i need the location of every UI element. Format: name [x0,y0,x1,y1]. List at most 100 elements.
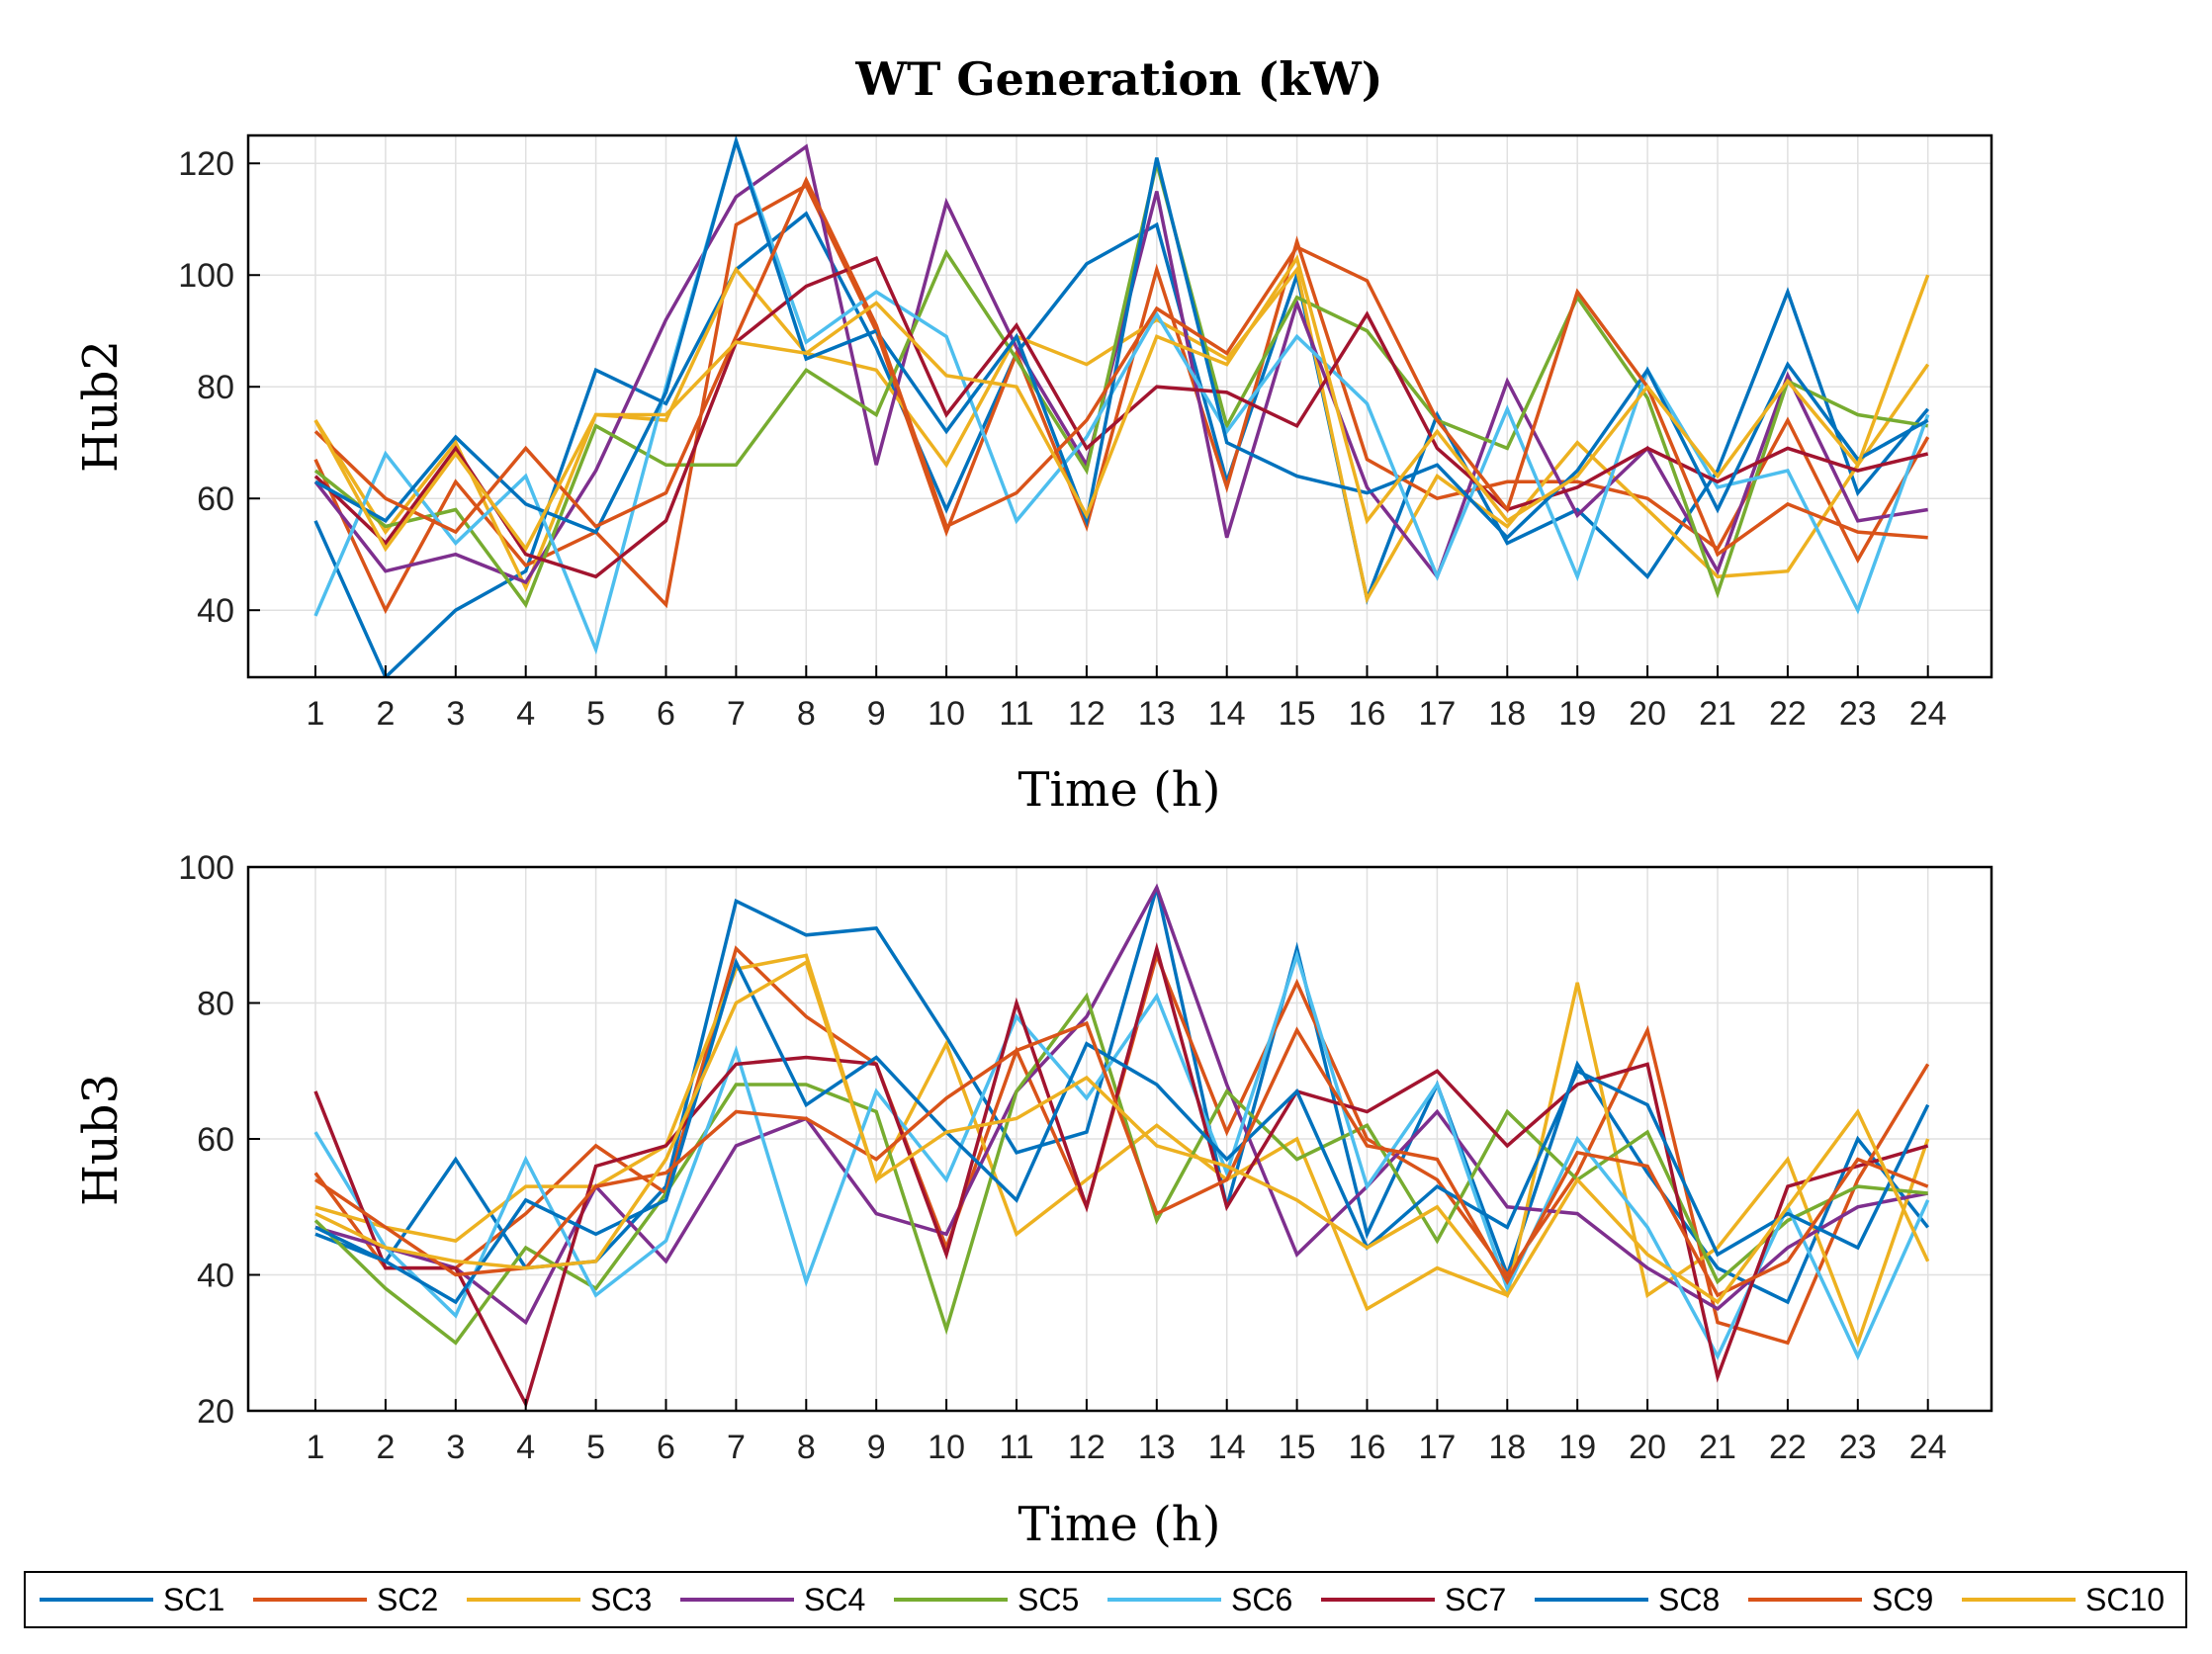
hub3-series-sc10-line [314,959,1930,1305]
hub3-series-lines [313,883,1930,1409]
hub3-y-ticks: 20 40 60 80 100 [178,849,260,1431]
panel-hub3: 1 2 3 4 5 6 7 8 9 10 11 12 13 14 15 16 17 18 19 20 21 22 23 24 … [73,849,1993,1552]
hub3-y-tick-label: 20 [197,1393,234,1431]
hub2-x-tick-label: 15 [1279,695,1316,733]
hub2-x-tick-label: 23 [1839,695,1877,733]
hub3-series-sc3-line [314,953,1930,1349]
hub2-axes-box [246,133,1993,679]
legend: SC1 SC2 SC3 SC4 SC5 SC6 SC7 SC8 SC9 SC10 [24,1571,2187,1628]
hub2-y-axis-label: Hub2 [73,340,129,473]
hub3-y-tick-label: 80 [197,986,234,1023]
hub3-y-tick-label: 100 [178,849,234,887]
hub3-x-tick-label: 16 [1349,1429,1386,1466]
hub2-y-tick-label: 120 [178,145,234,183]
hub3-x-axis-label: Time (h) [1018,1497,1221,1552]
hub2-x-tick-label: 6 [657,695,675,733]
hub2-y-tick-label: 60 [197,480,234,518]
legend-label-sc3: SC3 [590,1582,652,1617]
legend-label-sc5: SC5 [1018,1582,1079,1617]
panel-hub2: 1 2 3 4 5 6 7 8 9 10 11 12 13 14 15 16 17 18 19 20 21 22 23 24 … [73,133,1993,818]
hub3-series-sc9-line [314,1020,1929,1298]
legend-label-sc1: SC1 [163,1582,224,1617]
hub2-series-sc7-line [313,256,1929,579]
hub2-x-axis-label: Time (h) [1018,762,1221,818]
hub2-series-sc4-line [313,143,1928,585]
hub2-x-tick-label: 14 [1208,695,1246,733]
hub2-x-tick-label: 4 [516,695,535,733]
legend-label-sc8: SC8 [1658,1582,1720,1617]
hub3-x-tick-label: 21 [1699,1429,1736,1466]
hub2-series-sc8-line [314,135,1929,541]
hub3-y-axis-label: Hub3 [73,1074,129,1206]
hub3-x-tick-label: 15 [1279,1429,1316,1466]
hub2-x-tick-label: 12 [1068,695,1106,733]
hub2-x-tick-label: 21 [1699,695,1736,733]
hub2-x-tick-label: 18 [1488,695,1526,733]
hub3-x-tick-label: 14 [1208,1429,1246,1466]
hub3-x-tick-label: 13 [1138,1429,1176,1466]
legend-label-sc7: SC7 [1445,1582,1506,1617]
hub2-x-tick-label: 11 [999,695,1033,733]
hub3-x-tick-label: 2 [376,1429,395,1466]
legend-label-sc2: SC2 [377,1582,438,1617]
hub2-x-tick-label: 22 [1769,695,1807,733]
hub2-series-sc9-line [313,176,1928,558]
legend-label-sc9: SC9 [1872,1582,1933,1617]
hub3-x-tick-label: 24 [1909,1429,1947,1466]
hub2-x-tick-label: 16 [1349,695,1386,733]
hub3-x-tick-label: 7 [727,1429,746,1466]
hub2-y-tick-label: 80 [197,369,234,406]
hub2-x-tick-label: 24 [1909,695,1947,733]
hub3-x-tick-label: 3 [446,1429,465,1466]
hub2-x-tick-label: 5 [586,695,605,733]
hub3-y-tick-label: 40 [197,1258,234,1295]
hub2-series-sc10-line [313,254,1930,553]
hub2-y-tick-label: 100 [178,257,234,295]
hub3-x-tick-label: 8 [797,1429,816,1466]
hub2-series-sc1-line [313,211,1930,677]
hub3-series-sc8-line [314,957,1930,1305]
hub2-x-tick-label: 8 [797,695,816,733]
legend-label-sc4: SC4 [804,1582,865,1617]
hub2-x-tick-label: 13 [1138,695,1176,733]
hub2-series-sc2-line [313,183,1930,615]
hub2-series-lines [313,135,1930,677]
legend-label-sc6: SC6 [1231,1582,1292,1617]
hub2-x-ticks: 1 2 3 4 5 6 7 8 9 10 11 12 13 14 15 16 17 18 19 20 21 22 23 24 [307,665,1947,733]
hub3-series-sc7-line [313,941,1929,1409]
hub2-y-ticks: 40 60 80 100 120 [178,145,260,630]
hub3-x-tick-label: 4 [516,1429,535,1466]
hub3-x-tick-label: 17 [1418,1429,1456,1466]
hub2-x-tick-label: 19 [1558,695,1596,733]
hub3-series-sc6-line [313,949,1930,1361]
figure-title: WT Generation (kW) [854,52,1382,106]
hub3-x-tick-label: 10 [928,1429,965,1466]
hub2-x-tick-label: 10 [928,695,965,733]
legend-label-sc10: SC10 [2085,1582,2165,1617]
hub3-x-tick-label: 5 [586,1429,605,1466]
hub3-x-tick-label: 20 [1629,1429,1666,1466]
hub3-x-ticks: 1 2 3 4 5 6 7 8 9 10 11 12 13 14 15 16 17 18 19 20 21 22 23 24 [307,1399,1947,1466]
hub3-x-tick-label: 12 [1068,1429,1106,1466]
hub3-x-tick-label: 23 [1839,1429,1877,1466]
hub2-x-tick-label: 1 [307,695,325,733]
hub3-x-tick-label: 22 [1769,1429,1807,1466]
hub2-x-tick-label: 9 [867,695,886,733]
hub2-x-tick-label: 2 [376,695,395,733]
hub3-x-tick-label: 9 [867,1429,886,1466]
hub3-y-tick-label: 60 [197,1121,234,1159]
hub3-x-tick-label: 19 [1558,1429,1596,1466]
hub2-x-tick-label: 17 [1418,695,1456,733]
hub2-series-sc5-line [313,162,1928,609]
legend-items: SC1 SC2 SC3 SC4 SC5 SC6 SC7 SC8 SC9 SC10 [40,1582,2165,1617]
hub3-x-tick-label: 1 [307,1429,325,1466]
hub2-x-tick-label: 7 [727,695,746,733]
hub2-y-tick-label: 40 [197,592,234,630]
hub3-series-sc5-line [313,992,1928,1346]
hub2-x-tick-label: 20 [1629,695,1666,733]
hub2-x-tick-label: 3 [446,695,465,733]
hub3-x-tick-label: 6 [657,1429,675,1466]
hub3-x-tick-label: 18 [1488,1429,1526,1466]
hub2-gridlines [248,135,1991,677]
